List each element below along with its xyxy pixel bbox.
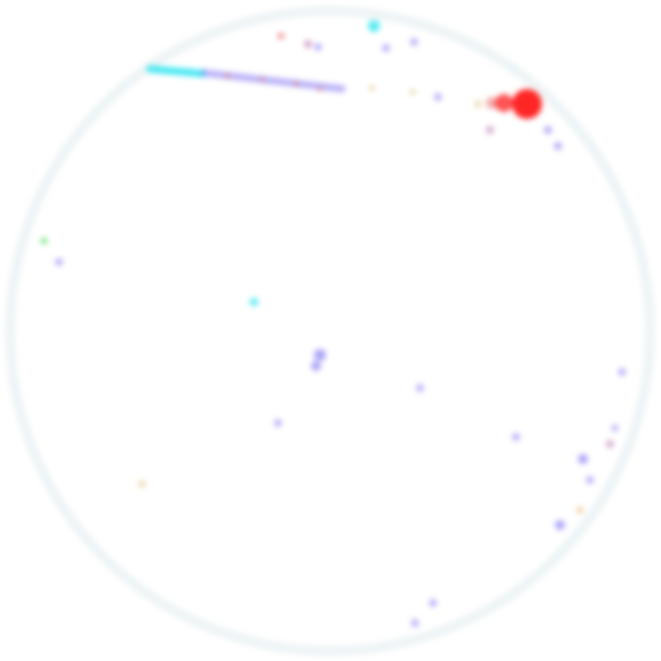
comet-head-dot	[512, 89, 542, 119]
streak-red-dot	[293, 81, 299, 87]
streak-blue-dot	[201, 69, 209, 77]
streak-blue-dot	[337, 84, 346, 93]
streak-blue-dot	[266, 76, 274, 85]
streak-blue-dot	[207, 69, 216, 78]
right-pink-dot	[606, 440, 614, 448]
center-blue-dot	[314, 349, 326, 361]
streak-blue-dot	[305, 81, 313, 89]
left-blue-dot	[55, 258, 63, 266]
marks-layer	[40, 20, 626, 627]
streak-blue-dot	[298, 80, 307, 89]
streak-red-dot	[259, 76, 265, 82]
streak-cyan-dot	[198, 69, 206, 78]
right-orange-dot	[576, 506, 584, 514]
comet-tail-dot	[474, 100, 482, 108]
streak-yellow-dot	[410, 89, 416, 95]
streak-yellow-dot	[369, 85, 375, 91]
center-blue-dot	[416, 384, 424, 392]
right-blue-dot	[586, 476, 594, 484]
top-blue-dot	[382, 44, 390, 52]
right-blue-dot	[512, 433, 520, 441]
bottom-blue-dot	[429, 599, 437, 607]
center-cyan-dot	[249, 297, 259, 307]
top-blue-dot	[434, 93, 442, 101]
center-blue-dot	[274, 419, 282, 427]
bottom-blue-dot	[411, 619, 419, 627]
top-red-dot	[277, 32, 285, 40]
comet-tail-dot	[486, 97, 498, 109]
streak-blue-dot	[324, 83, 333, 92]
streak-blue-dot	[272, 77, 281, 86]
top-pink-dot	[304, 40, 312, 48]
top-blue-dot	[410, 38, 418, 46]
outer-ring	[5, 6, 655, 656]
streak-red-dot	[317, 86, 323, 92]
top-blue-dot	[314, 43, 322, 51]
streak-blue-dot	[253, 75, 261, 83]
streak-red-dot	[225, 73, 231, 79]
right-blue-dot	[611, 424, 619, 432]
comet-blue-dot	[544, 126, 552, 134]
right-blue-dot	[618, 368, 626, 376]
left-green-dot	[40, 237, 48, 245]
center-blue-dot	[311, 361, 321, 371]
comet-tail-dot	[495, 94, 513, 112]
streak-blue-dot	[233, 72, 242, 81]
blurred-layer	[5, 6, 655, 656]
right-blue-dot	[578, 454, 588, 464]
streak-blue-dot	[279, 78, 287, 86]
streak-blue-dot	[214, 70, 222, 79]
comet-blue-dot	[554, 142, 562, 150]
lower-yellow-dot	[138, 480, 146, 488]
disk-interior	[15, 16, 645, 646]
streak-blue-dot	[311, 81, 320, 90]
comet-blue-dot	[486, 126, 494, 134]
streak-blue-dot	[285, 78, 294, 87]
streak-blue-dot	[331, 84, 339, 92]
right-blue-dot	[555, 520, 565, 530]
streak-blue-dot	[240, 73, 248, 82]
top-cyan-dot	[368, 20, 380, 32]
streak-blue-dot	[246, 74, 255, 83]
